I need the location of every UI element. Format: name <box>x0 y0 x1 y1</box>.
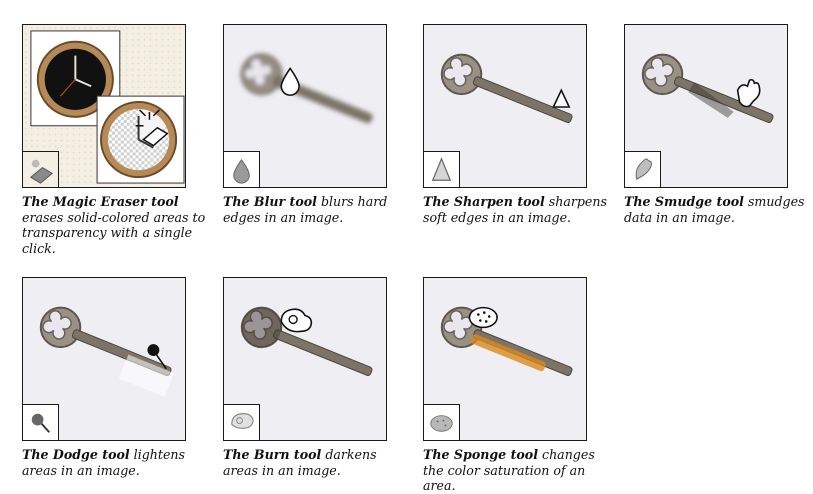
smudge-caption: The Smudge tool smudges data in an image… <box>624 194 809 225</box>
sharpen-thumbnail <box>423 24 587 188</box>
burn-key-image <box>240 306 374 378</box>
burn-description: darkens areas in an image. <box>223 447 377 478</box>
dodge-caption: The Dodge tool lightens areas in an imag… <box>22 447 207 478</box>
magic-eraser-icon <box>23 151 59 187</box>
magic-eraser-caption: The Magic Eraser tool erases solid-color… <box>22 194 207 256</box>
sharpen-key-image <box>440 53 574 125</box>
sponge-description: changes the color saturation of an area. <box>423 447 595 493</box>
smudge-key-image <box>641 53 775 125</box>
blur-title: The Blur tool <box>223 194 317 209</box>
magic-eraser-title: The Magic Eraser tool <box>22 194 179 209</box>
dodge-lollipop-icon <box>23 404 59 440</box>
sponge-icon <box>424 404 460 440</box>
sponge-key-image <box>440 306 574 378</box>
burn-hand-icon <box>224 404 260 440</box>
dodge-key-image <box>39 306 175 397</box>
magic-eraser-description: erases solid-colored areas to transparen… <box>22 209 206 256</box>
blur-description: blurs hard edges in an image. <box>223 194 388 225</box>
sharpen-triangle-icon <box>424 151 460 187</box>
sharpen-title: The Sharpen tool <box>423 194 545 209</box>
blur-caption: The Blur tool blurs hard edges in an ima… <box>223 194 408 225</box>
sponge-title: The Sponge tool <box>423 447 538 462</box>
burn-caption: The Burn tool darkens areas in an image. <box>223 447 408 478</box>
dodge-title: The Dodge tool <box>22 447 130 462</box>
burn-title: The Burn tool <box>223 447 322 462</box>
blur-key-image <box>240 53 374 125</box>
smudge-thumbnail <box>624 24 788 188</box>
dodge-description: lightens areas in an image. <box>22 447 185 478</box>
sharpen-caption: The Sharpen tool sharpens soft edges in … <box>423 194 608 225</box>
smudge-description: smudges data in an image. <box>624 194 805 225</box>
sharpen-description: sharpens soft edges in an image. <box>423 194 607 225</box>
burn-thumbnail <box>223 277 387 441</box>
sponge-caption: The Sponge tool changes the color satura… <box>423 447 608 494</box>
magic-eraser-thumbnail <box>22 24 186 188</box>
dodge-thumbnail <box>22 277 186 441</box>
blur-thumbnail <box>223 24 387 188</box>
sponge-thumbnail <box>423 277 587 441</box>
blur-drop-icon <box>224 151 260 187</box>
smudge-finger-icon <box>625 151 661 187</box>
smudge-title: The Smudge tool <box>624 194 744 209</box>
